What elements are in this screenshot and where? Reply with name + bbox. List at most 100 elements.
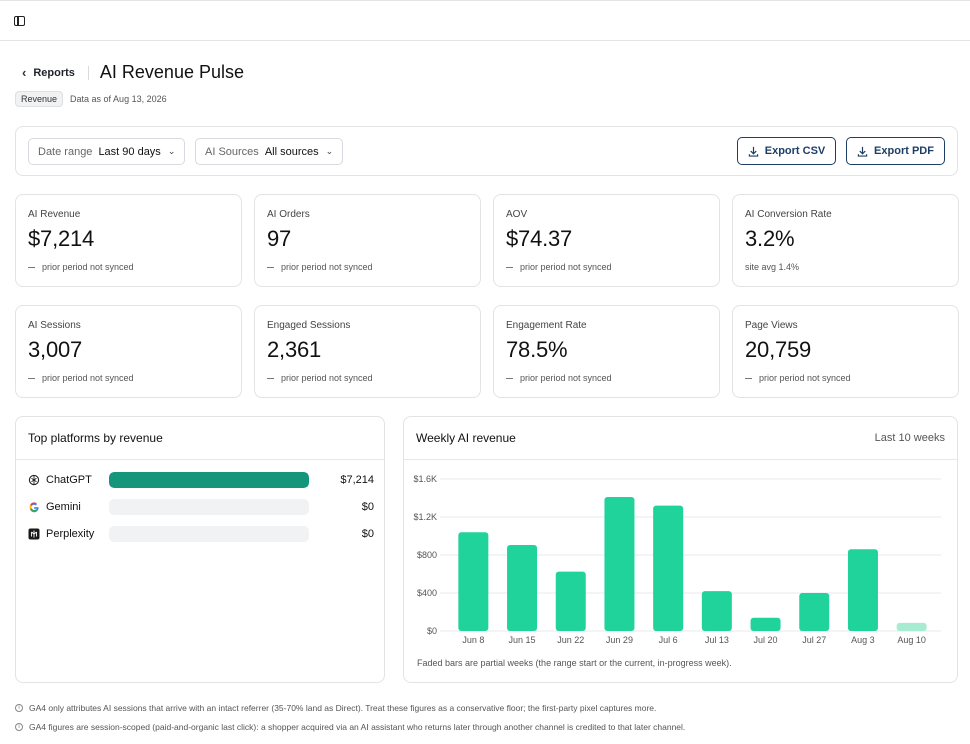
kpi-label: Engagement Rate bbox=[506, 320, 587, 331]
kpi-sub-text: prior period not synced bbox=[520, 373, 612, 383]
x-tick-label: Jun 22 bbox=[557, 635, 584, 645]
export-pdf-button[interactable]: Export PDF bbox=[846, 137, 945, 165]
x-tick-label: Aug 3 bbox=[851, 635, 875, 645]
dash-icon bbox=[28, 266, 35, 268]
kpi-value: 78.5% bbox=[506, 337, 568, 362]
dash-icon bbox=[506, 377, 513, 379]
panel-title: Weekly AI revenue bbox=[416, 431, 516, 445]
back-link-label: Reports bbox=[33, 66, 75, 79]
data-as-of: Data as of Aug 13, 2026 bbox=[70, 94, 167, 104]
footnote-1: i GA4 only attributes AI sessions that a… bbox=[15, 703, 656, 713]
kpi-label: AI Revenue bbox=[28, 209, 81, 220]
kpi-card-engagement-rate: Engagement Rate 78.5% prior period not s… bbox=[493, 305, 720, 398]
platform-row-gemini: Gemini $0 bbox=[28, 499, 374, 515]
x-tick-label: Jul 27 bbox=[802, 635, 826, 645]
platform-bar-fill bbox=[109, 472, 309, 488]
kpi-value: 3.2% bbox=[745, 226, 795, 251]
ai-sources-select[interactable]: AI Sources All sources ⌄ bbox=[195, 138, 344, 165]
gemini-icon bbox=[28, 501, 40, 513]
platform-value: $0 bbox=[361, 528, 374, 540]
x-tick-label: Jun 15 bbox=[509, 635, 536, 645]
kpi-card-ai-conversion-rate: AI Conversion Rate 3.2% site avg 1.4% bbox=[732, 194, 959, 287]
kpi-sub: prior period not synced bbox=[506, 373, 707, 383]
x-tick-label: Jul 6 bbox=[659, 635, 678, 645]
ai-sources-label: AI Sources bbox=[205, 145, 259, 158]
dash-icon bbox=[506, 266, 513, 268]
dash-icon bbox=[28, 377, 35, 379]
kpi-sub: prior period not synced bbox=[267, 373, 468, 383]
y-tick-label: $0 bbox=[427, 626, 437, 636]
kpi-card-ai-orders: AI Orders 97 prior period not synced bbox=[254, 194, 481, 287]
x-tick-label: Jun 29 bbox=[606, 635, 633, 645]
sidebar-toggle-icon[interactable] bbox=[14, 16, 25, 26]
platform-bar-track bbox=[109, 526, 309, 542]
date-range-label: Date range bbox=[38, 145, 93, 158]
export-pdf-label: Export PDF bbox=[874, 145, 934, 157]
platform-bar-track bbox=[109, 472, 309, 488]
back-to-reports-link[interactable]: ‹ Reports bbox=[22, 65, 75, 80]
category-badge: Revenue bbox=[15, 91, 64, 107]
kpi-sub: site avg 1.4% bbox=[745, 262, 946, 272]
kpi-sub-text: prior period not synced bbox=[281, 262, 373, 272]
y-tick-label: $400 bbox=[417, 588, 437, 598]
perplexity-icon bbox=[28, 528, 40, 540]
platform-value: $0 bbox=[361, 501, 374, 513]
chart-bar bbox=[653, 505, 684, 631]
chart-bar bbox=[507, 545, 538, 631]
filter-bar: Date range Last 90 days ⌄ AI Sources All… bbox=[15, 126, 958, 176]
y-tick-label: $1.6K bbox=[413, 474, 437, 484]
kpi-value: 2,361 bbox=[267, 337, 322, 362]
download-icon bbox=[748, 146, 758, 157]
footnote-text: GA4 only attributes AI sessions that arr… bbox=[29, 703, 657, 713]
kpi-label: AOV bbox=[506, 209, 528, 220]
kpi-card-aov: AOV $74.37 prior period not synced bbox=[493, 194, 720, 287]
info-icon: i bbox=[15, 704, 23, 712]
weekly-ai-revenue-panel: Weekly AI revenue Last 10 weeks $0 $400 $8… bbox=[403, 416, 958, 683]
kpi-sub: prior period not synced bbox=[28, 373, 229, 383]
kpi-sub-text: prior period not synced bbox=[42, 262, 134, 272]
panel-header: Weekly AI revenue Last 10 weeks bbox=[404, 417, 957, 460]
y-tick-label: $1.2K bbox=[413, 512, 437, 522]
platform-bar-track bbox=[109, 499, 309, 515]
chevron-left-icon: ‹ bbox=[22, 65, 27, 80]
footnote-text: GA4 figures are session-scoped (paid-and… bbox=[29, 722, 686, 732]
meta-row: Revenue Data as of Aug 13, 2026 bbox=[15, 91, 167, 107]
weekly-revenue-chart: $0 $400 $800 $1.2K $1.6K Jun 8 Jun 15 Jun 22 Jun… bbox=[413, 474, 941, 645]
info-icon: i bbox=[15, 723, 23, 731]
platform-value: $7,214 bbox=[340, 474, 374, 486]
kpi-sub: prior period not synced bbox=[267, 262, 468, 272]
chart-bar bbox=[896, 622, 927, 631]
chart-note: Faded bars are partial weeks (the range … bbox=[417, 658, 732, 668]
kpi-label: AI Sessions bbox=[28, 320, 81, 331]
kpi-sub: prior period not synced bbox=[506, 262, 707, 272]
x-tick-label: Aug 10 bbox=[897, 635, 926, 645]
x-tick-label: Jul 13 bbox=[705, 635, 729, 645]
chart-bar bbox=[458, 532, 489, 631]
x-tick-label: Jul 20 bbox=[754, 635, 778, 645]
kpi-card-page-views: Page Views 20,759 prior period not synce… bbox=[732, 305, 959, 398]
kpi-label: AI Conversion Rate bbox=[745, 209, 832, 220]
platform-name: Gemini bbox=[46, 501, 81, 513]
platform-name: ChatGPT bbox=[46, 474, 92, 486]
date-range-select[interactable]: Date range Last 90 days ⌄ bbox=[28, 138, 186, 165]
dash-icon bbox=[745, 377, 752, 379]
kpi-sub-text: site avg 1.4% bbox=[745, 262, 800, 272]
chart-bar bbox=[847, 549, 878, 631]
kpi-value: 3,007 bbox=[28, 337, 83, 362]
chevron-down-icon: ⌄ bbox=[167, 146, 176, 156]
platform-name: Perplexity bbox=[46, 528, 95, 540]
kpi-sub-text: prior period not synced bbox=[281, 373, 373, 383]
ai-sources-value: All sources bbox=[264, 145, 319, 158]
dash-icon bbox=[267, 266, 274, 268]
platform-row-perplexity: Perplexity $0 bbox=[28, 526, 374, 542]
export-csv-button[interactable]: Export CSV bbox=[737, 137, 836, 165]
chart-bar bbox=[701, 591, 732, 631]
page-title: AI Revenue Pulse bbox=[99, 62, 244, 82]
dash-icon bbox=[267, 377, 274, 379]
top-bar bbox=[0, 0, 970, 41]
top-platforms-panel: Top platforms by revenue ChatGPT $7,214 … bbox=[15, 416, 385, 683]
kpi-sub: prior period not synced bbox=[745, 373, 946, 383]
panel-title: Top platforms by revenue bbox=[28, 431, 163, 445]
kpi-sub-text: prior period not synced bbox=[759, 373, 851, 383]
kpi-label: AI Orders bbox=[267, 209, 310, 220]
